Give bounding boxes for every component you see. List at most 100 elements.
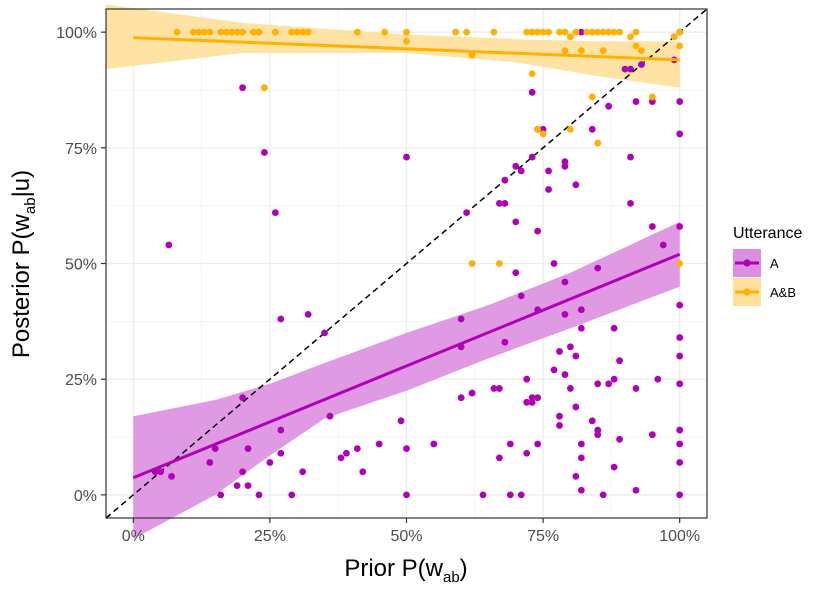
data-point — [403, 37, 410, 45]
data-point — [343, 449, 350, 457]
data-point — [495, 385, 503, 392]
data-point — [561, 162, 569, 170]
data-point — [534, 125, 542, 133]
data-point — [381, 28, 389, 36]
data-point — [638, 61, 645, 68]
data-point — [337, 454, 345, 462]
data-point — [654, 375, 662, 383]
data-point — [621, 65, 629, 73]
data-point — [528, 88, 536, 96]
data-point — [228, 28, 236, 36]
data-point — [277, 449, 285, 457]
data-point — [239, 28, 246, 36]
data-point — [599, 28, 607, 36]
data-point — [397, 417, 405, 425]
legend-title: Utterance — [733, 225, 802, 242]
data-point — [676, 459, 684, 466]
data-point — [501, 176, 509, 184]
data-point — [430, 440, 438, 448]
data-point — [534, 227, 542, 235]
data-point — [676, 380, 684, 388]
x-tick-label: 75% — [527, 528, 559, 545]
data-point — [277, 315, 285, 323]
data-point — [517, 292, 525, 300]
data-point — [359, 468, 367, 476]
data-point — [495, 199, 503, 207]
legend-key-point — [743, 259, 751, 267]
data-point — [501, 338, 509, 346]
data-point — [561, 371, 569, 378]
data-point — [233, 28, 241, 36]
data-point — [572, 28, 580, 36]
data-point — [545, 186, 552, 193]
data-point — [271, 209, 279, 217]
data-point — [299, 468, 307, 476]
data-point — [627, 33, 634, 41]
data-point — [676, 98, 684, 105]
y-tick-label: 0% — [74, 488, 97, 505]
data-point — [266, 459, 274, 466]
data-point — [528, 153, 536, 161]
data-point — [676, 260, 684, 267]
legend-label: A — [770, 256, 779, 271]
data-point — [627, 199, 634, 207]
data-point — [676, 491, 684, 499]
data-point — [550, 260, 558, 267]
confidence-bands — [106, 4, 680, 539]
data-point — [490, 28, 498, 36]
data-point — [577, 486, 585, 494]
data-point — [594, 139, 602, 147]
x-tick-label: 0% — [122, 528, 145, 545]
data-point — [577, 47, 585, 55]
data-point — [403, 491, 410, 499]
data-point — [572, 352, 580, 360]
data-point — [545, 28, 552, 36]
legend-label: A&B — [770, 285, 796, 300]
data-point — [676, 42, 684, 50]
data-point — [616, 28, 623, 36]
data-point — [523, 398, 531, 406]
data-point — [594, 28, 602, 36]
data-point — [403, 445, 410, 452]
data-point — [206, 28, 214, 36]
data-point — [594, 431, 602, 439]
data-point — [206, 459, 214, 466]
data-point — [577, 440, 585, 448]
data-point — [588, 125, 596, 133]
data-point — [239, 468, 246, 476]
data-point — [594, 380, 602, 388]
y-tick-label: 100% — [56, 25, 97, 42]
data-point — [353, 28, 361, 36]
confidence-band — [106, 4, 680, 88]
data-point — [261, 84, 268, 92]
data-point — [463, 209, 470, 217]
data-point — [512, 269, 520, 277]
data-point — [375, 440, 383, 448]
data-point — [452, 28, 460, 36]
data-point — [173, 28, 181, 36]
data-point — [506, 440, 514, 448]
confidence-band — [133, 221, 680, 539]
data-point — [599, 47, 607, 55]
data-point — [468, 260, 476, 267]
data-point — [250, 28, 257, 36]
data-point — [299, 28, 307, 36]
data-point — [632, 486, 640, 494]
data-point — [561, 278, 569, 286]
y-tick-label: 75% — [65, 141, 97, 158]
data-point — [648, 431, 656, 439]
data-point — [632, 28, 640, 36]
data-point — [217, 28, 225, 36]
data-point — [676, 28, 684, 36]
data-point — [534, 440, 542, 448]
data-point — [217, 491, 225, 499]
data-point — [222, 28, 230, 36]
data-point — [403, 153, 410, 161]
data-point — [676, 334, 684, 341]
reference-diagonal-line — [105, 8, 708, 519]
data-point — [501, 199, 509, 207]
data-point — [157, 468, 165, 476]
data-point — [539, 28, 547, 36]
data-point — [632, 385, 640, 392]
x-tick-label: 100% — [659, 528, 700, 545]
